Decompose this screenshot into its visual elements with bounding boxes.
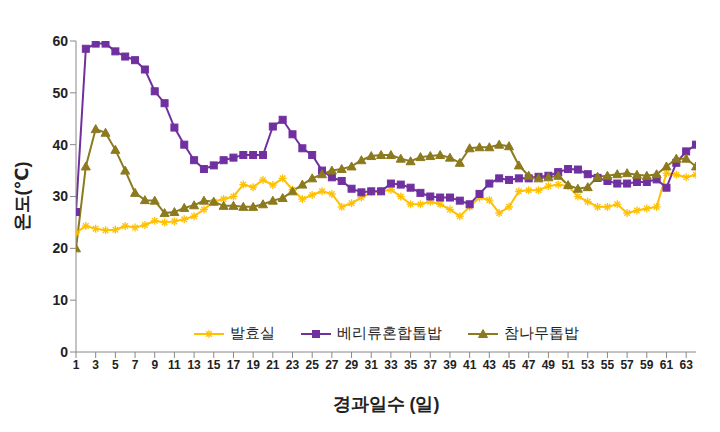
svg-text:57: 57 (620, 358, 634, 372)
svg-text:9: 9 (151, 358, 158, 372)
svg-text:47: 47 (522, 358, 536, 372)
svg-text:29: 29 (345, 358, 359, 372)
svg-text:51: 51 (561, 358, 575, 372)
svg-text:35: 35 (404, 358, 418, 372)
svg-text:1: 1 (73, 358, 80, 372)
svg-text:경과일수 (일): 경과일수 (일) (333, 394, 440, 414)
svg-text:10: 10 (52, 292, 68, 308)
svg-text:19: 19 (246, 358, 260, 372)
svg-text:55: 55 (601, 358, 615, 372)
svg-text:41: 41 (463, 358, 477, 372)
svg-text:63: 63 (679, 358, 693, 372)
html-text:베리류혼합톱밥: 베리류혼합톱밥 (336, 324, 442, 341)
svg-text:60: 60 (52, 33, 68, 49)
html-text:참나무톱밥: 참나무톱밥 (503, 324, 579, 341)
svg-text:31: 31 (365, 358, 379, 372)
svg-text:5: 5 (112, 358, 119, 372)
svg-text:49: 49 (542, 358, 556, 372)
svg-text:15: 15 (207, 358, 221, 372)
svg-text:30: 30 (52, 188, 68, 204)
svg-text:11: 11 (168, 358, 181, 372)
svg-text:21: 21 (266, 358, 280, 372)
svg-text:27: 27 (325, 358, 339, 372)
svg-text:17: 17 (227, 358, 241, 372)
svg-text:0: 0 (60, 344, 68, 360)
svg-text:43: 43 (483, 358, 497, 372)
svg-text:40: 40 (52, 137, 68, 153)
svg-text:25: 25 (306, 358, 320, 372)
svg-text:37: 37 (424, 358, 438, 372)
svg-text:온도(℃): 온도(℃) (12, 162, 32, 232)
svg-text:61: 61 (660, 358, 674, 372)
svg-text:3: 3 (92, 358, 99, 372)
svg-text:59: 59 (640, 358, 654, 372)
svg-text:23: 23 (286, 358, 300, 372)
svg-text:39: 39 (443, 358, 457, 372)
svg-text:45: 45 (502, 358, 516, 372)
svg-text:50: 50 (52, 85, 68, 101)
html-text:발효실: 발효실 (229, 324, 275, 341)
svg-text:33: 33 (384, 358, 398, 372)
svg-text:7: 7 (132, 358, 139, 372)
svg-text:13: 13 (187, 358, 201, 372)
svg-text:53: 53 (581, 358, 595, 372)
svg-text:20: 20 (52, 240, 68, 256)
